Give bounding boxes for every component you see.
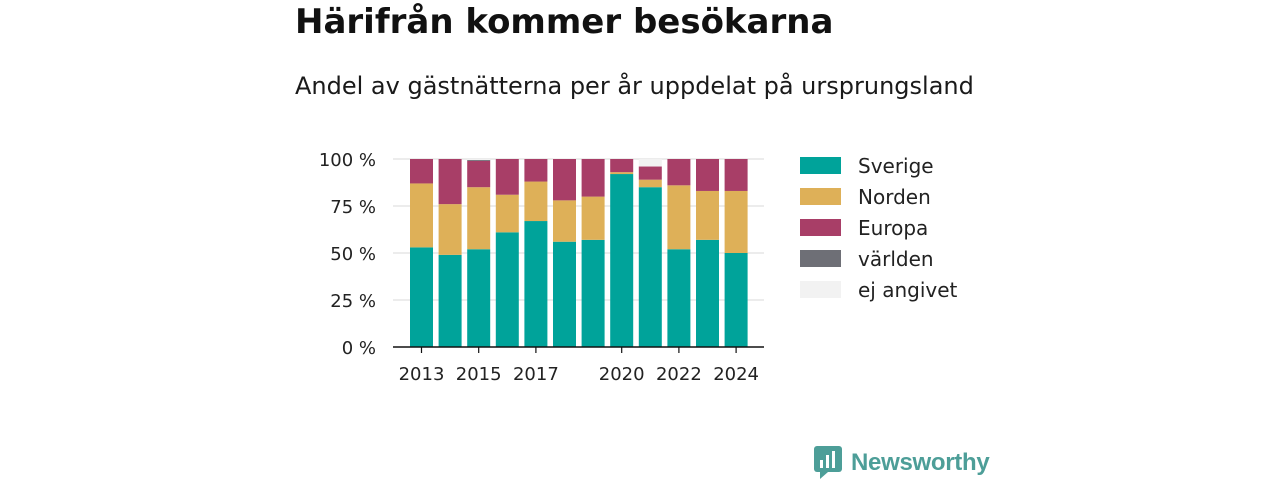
legend-label: ej angivet (858, 277, 958, 302)
bar-segment-sverige-2023 (696, 239, 719, 347)
bar-segment-sverige-2019 (581, 239, 605, 347)
bar-segment-norden-2019 (581, 196, 605, 240)
legend-swatch (800, 219, 841, 236)
bar-segment-norden-2024 (724, 190, 748, 253)
bar-segment-europa-2019 (581, 159, 605, 197)
bar-segment-norden-2016 (495, 194, 519, 233)
x-tick-label: 2024 (713, 364, 759, 385)
y-tick-label: 25 % (330, 291, 376, 312)
bar-segment-sverige-2016 (495, 232, 519, 347)
bar-segment-ej-angivet-2021 (638, 159, 662, 167)
bar-segment-norden-2018 (553, 200, 576, 242)
bar-segment-europa-2014 (438, 159, 462, 205)
brand-name: Newsworthy (851, 449, 990, 476)
bar-segment-norden-2023 (696, 190, 719, 240)
legend-label: Europa (858, 215, 929, 240)
legend-swatch (800, 188, 841, 205)
bar-segment-sverige-2014 (438, 254, 462, 347)
y-tick-label: 50 % (330, 244, 376, 265)
bar-segment-norden-2017 (524, 181, 548, 222)
bar-segment-norden-2021 (638, 179, 662, 188)
bar-segment-europa-2013 (410, 159, 433, 184)
bar-segment-världen-2015 (467, 159, 491, 161)
x-tick-label: 2017 (513, 364, 559, 385)
y-tick-label: 100 % (319, 150, 376, 171)
legend-item: ej angivet (800, 274, 957, 305)
legend-swatch (800, 250, 841, 267)
legend-item: Europa (800, 212, 957, 243)
legend-item: världen (800, 243, 957, 274)
x-tick-label: 2022 (656, 364, 702, 385)
bar-segment-sverige-2022 (667, 249, 691, 347)
brand-logo: Newsworthy (814, 446, 990, 480)
legend-label: Norden (858, 184, 931, 209)
bar-segment-europa-2021 (638, 166, 662, 180)
x-tick-label: 2013 (399, 364, 445, 385)
bar-segment-europa-2018 (553, 159, 576, 201)
y-tick-label: 75 % (330, 197, 376, 218)
bar-segment-europa-2020 (610, 159, 634, 173)
bar-segment-ej-angivet-2015 (467, 159, 491, 160)
bar-segment-norden-2015 (467, 187, 491, 250)
chart-legend: Sverige Norden Europa världen ej angivet (800, 150, 957, 305)
bar-segment-sverige-2018 (553, 241, 576, 347)
legend-swatch (800, 281, 841, 298)
bar-segment-sverige-2013 (410, 247, 433, 347)
chart-subtitle: Andel av gästnätterna per år uppdelat på… (295, 72, 974, 100)
bar-segment-sverige-2017 (524, 221, 548, 347)
legend-label: världen (858, 246, 934, 271)
bar-segment-ej-angivet-2018 (553, 158, 576, 159)
bar-segment-europa-2024 (724, 159, 748, 191)
bar-segment-sverige-2021 (638, 187, 662, 347)
legend-label: Sverige (858, 153, 934, 178)
x-tick-label: 2020 (599, 364, 645, 385)
legend-item: Norden (800, 181, 957, 212)
bar-segment-europa-2022 (667, 159, 691, 186)
bar-segment-europa-2016 (495, 159, 519, 195)
y-tick-label: 0 % (342, 338, 376, 359)
bar-segment-europa-2023 (696, 159, 719, 191)
bar-segment-norden-2013 (410, 183, 433, 248)
bar-segment-europa-2015 (467, 160, 491, 188)
bar-segment-norden-2022 (667, 185, 691, 250)
legend-item: Sverige (800, 150, 957, 181)
bar-segment-europa-2017 (524, 159, 548, 182)
x-tick-label: 2015 (456, 364, 502, 385)
chart-title: Härifrån kommer besökarna (295, 2, 834, 42)
bar-segment-norden-2014 (438, 204, 462, 255)
bar-segment-sverige-2020 (610, 174, 634, 347)
bar-segment-sverige-2015 (467, 249, 491, 347)
bar-segment-norden-2020 (610, 172, 634, 175)
legend-swatch (800, 157, 841, 174)
newsworthy-logo-icon (814, 446, 842, 479)
bar-segment-sverige-2024 (724, 253, 748, 347)
